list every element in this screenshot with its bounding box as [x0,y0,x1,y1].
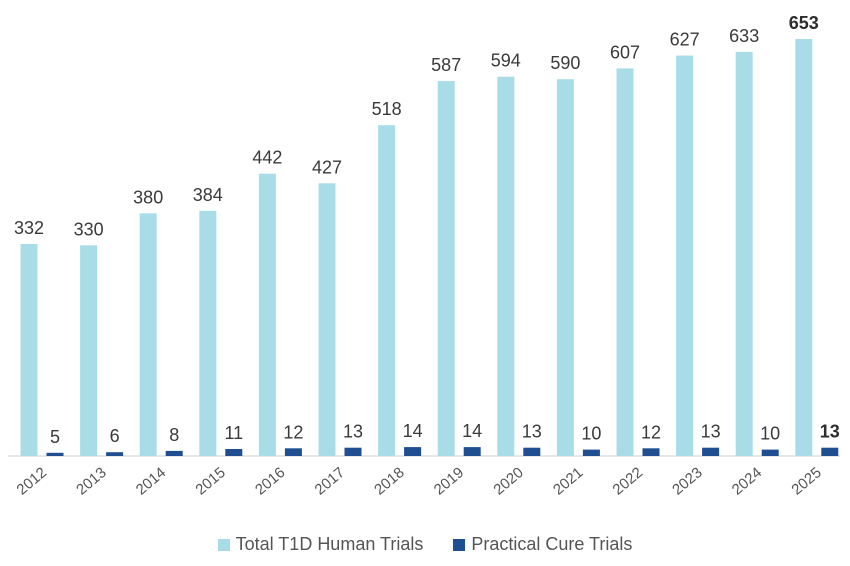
x-tick-label-2013: 2013 [73,464,109,498]
total-trials-value-label-2024: 633 [729,26,759,46]
total-trials-value-label-2014: 380 [133,187,163,207]
legend: Total T1D Human Trials Practical Cure Tr… [0,534,850,555]
x-tick-label-2018: 2018 [371,464,407,498]
cure-trials-bar-2025 [821,447,839,456]
total-trials-value-label-2022: 607 [610,42,640,62]
x-tick-label-2025: 2025 [788,464,824,498]
total-trials-bar-2015 [199,210,217,456]
legend-label-total: Total T1D Human Trials [235,534,424,554]
bars-group [20,39,839,457]
total-trials-bar-2012 [20,244,38,456]
cure-trials-bar-2013 [106,452,124,456]
total-trials-bar-2016 [258,173,276,456]
total-trials-value-label-2019: 587 [431,55,461,75]
x-tick-label-2017: 2017 [312,464,348,498]
cure-trials-bar-2016 [284,448,302,456]
total-trials-value-label-2020: 594 [491,51,521,71]
cure-trials-bar-2022 [642,448,660,456]
total-trials-value-label-2021: 590 [550,53,580,73]
cure-trials-value-label-2019: 14 [462,421,482,441]
total-trials-value-label-2012: 332 [14,218,44,238]
x-tick-labels-group: 2012 2013 2014 2015 2016 2017 2018 2019 2020 2021… [14,464,825,498]
cure-trials-value-label-2023: 13 [701,422,721,442]
total-trials-value-label-2013: 330 [74,219,104,239]
total-trials-bar-2020 [497,76,515,456]
cure-trials-value-label-2021: 10 [581,424,601,444]
cure-trials-bar-2012 [46,452,64,456]
cure-trials-bar-2023 [702,447,720,456]
total-trials-bar-2019 [437,81,455,456]
cure-trials-bar-2018 [404,447,422,456]
cure-trials-value-label-2016: 12 [283,422,303,442]
x-tick-label-2022: 2022 [610,464,646,498]
total-trials-bar-2025 [795,39,813,456]
cure-trials-bar-2019 [463,447,481,456]
x-tick-label-2012: 2012 [14,464,50,498]
x-tick-label-2016: 2016 [252,464,288,498]
total-trials-value-label-2016: 442 [252,148,282,168]
total-trials-value-label-2023: 627 [670,30,700,50]
x-tick-label-2020: 2020 [490,464,526,498]
total-trials-bar-2021 [556,79,574,456]
x-tick-label-2024: 2024 [729,464,765,498]
legend-swatch-total [217,538,230,551]
total-trials-bar-2022 [616,68,634,457]
total-trials-bar-2017 [318,183,336,457]
x-tick-label-2021: 2021 [550,464,586,498]
cure-trials-bar-2015 [225,449,243,456]
cure-trials-bar-2014 [165,450,183,456]
cure-trials-bar-2017 [344,447,362,456]
total-trials-value-label-2017: 427 [312,157,342,177]
legend-item-cure: Practical Cure Trials [453,534,632,555]
cure-trials-bar-2021 [582,449,600,456]
cure-trials-value-label-2013: 6 [110,426,120,446]
legend-swatch-cure [453,538,466,551]
total-trials-value-label-2025: 653 [789,13,819,33]
cure-trials-value-label-2015: 11 [224,423,243,443]
legend-label-cure: Practical Cure Trials [471,534,633,554]
total-trials-bar-2024 [735,51,753,457]
cure-trials-value-label-2017: 13 [343,422,363,442]
cure-trials-value-label-2024: 10 [760,424,780,444]
cure-trials-value-label-2018: 14 [403,421,423,441]
x-tick-label-2014: 2014 [133,464,169,498]
cure-trials-value-label-2022: 12 [641,422,661,442]
total-trials-value-label-2015: 384 [193,185,223,205]
total-trials-value-label-2018: 518 [372,99,402,119]
cure-trials-value-label-2012: 5 [50,427,60,447]
value-labels-group: 332 5 330 6 380 8 384 11 442 12 427 13 518 14 587 14 594… [14,13,840,447]
x-tick-label-2019: 2019 [431,464,467,498]
cure-trials-bar-2020 [523,447,541,456]
cure-trials-bar-2024 [761,449,779,456]
x-tick-label-2015: 2015 [192,464,228,498]
total-trials-bar-2018 [378,125,396,456]
x-tick-label-2023: 2023 [669,464,705,498]
legend-item-total: Total T1D Human Trials [217,534,424,555]
total-trials-bar-2013 [80,245,98,456]
cure-trials-value-label-2020: 13 [522,422,542,442]
total-trials-bar-2023 [676,55,694,456]
cure-trials-value-label-2025: 13 [820,422,840,442]
cure-trials-value-label-2014: 8 [169,425,179,445]
total-trials-bar-2014 [139,213,157,456]
